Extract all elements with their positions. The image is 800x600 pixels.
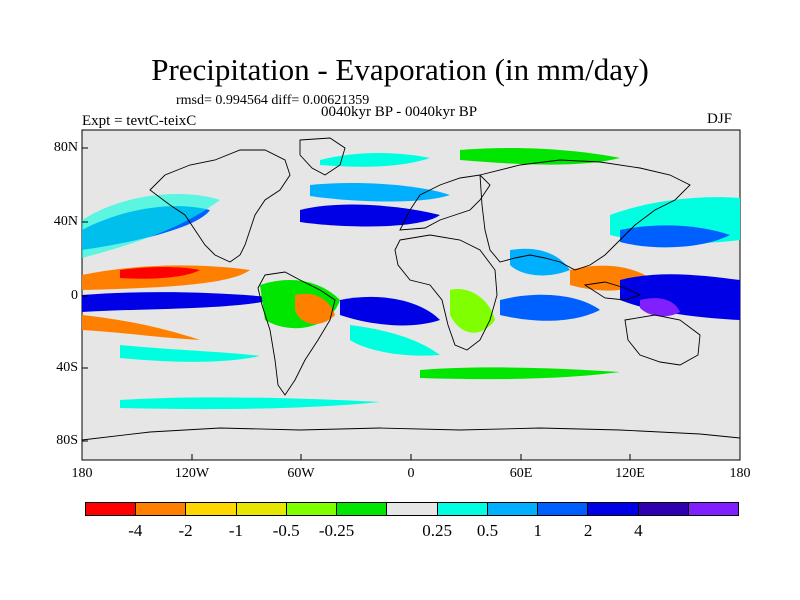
colorbar-cell — [337, 503, 388, 515]
field-south-atlantic-blue — [340, 296, 440, 326]
field-equatorial-pacific-blue — [82, 292, 280, 312]
field-south-america-orange — [295, 293, 335, 325]
lat-label-80s: 80S — [56, 433, 78, 448]
colorbar-label: -1 — [228, 521, 243, 540]
colorbar-cell — [688, 503, 739, 515]
colorbar-cell — [437, 503, 488, 515]
lon-label-0: 0 — [407, 466, 415, 481]
field-north-atlantic-cyan — [310, 183, 450, 202]
lat-label-40s: 40S — [56, 360, 78, 375]
colorbar-label: 4 — [634, 521, 643, 540]
season-label: DJF — [707, 111, 733, 127]
lat-label-0: 0 — [71, 288, 78, 303]
coastline-africa — [394, 234, 498, 351]
colorbar-label: -0.5 — [272, 521, 300, 540]
lon-label-120e: 120E — [615, 466, 645, 481]
field-west-pacific-violet — [640, 298, 680, 317]
colorbar-label: 1 — [533, 521, 543, 540]
coastline-greenland — [299, 137, 346, 176]
field-south-pacific-cyan — [120, 345, 260, 362]
colorbar-cell — [487, 503, 539, 515]
colorbar-cell — [186, 503, 237, 515]
coastline-south-america — [257, 271, 336, 396]
field-south-atlantic-cyan — [350, 325, 440, 356]
lon-label-120w: 120W — [174, 466, 210, 481]
lat-label-80n: 80N — [53, 140, 78, 155]
coastline-asia — [479, 159, 691, 271]
colorbar-label: 0.25 — [422, 521, 453, 540]
experiment-label: Expt = tevtC-teixC — [82, 113, 197, 129]
coastline-europe — [399, 174, 491, 231]
colorbar-cell — [286, 503, 338, 515]
colorbar-label: 0.5 — [476, 521, 499, 540]
field-arctic-cyan — [320, 153, 430, 167]
field-southern-ocean-green — [420, 367, 620, 380]
field-africa-green — [450, 289, 495, 333]
field-itcz-pacific-red — [120, 267, 200, 279]
colorbar-label: 2 — [583, 521, 593, 540]
lon-label-60e: 60E — [509, 466, 533, 481]
coastlines-layer — [81, 137, 741, 441]
colorbar-label: -4 — [128, 521, 143, 540]
pe-field-layer — [82, 147, 740, 410]
lat-label-40n: 40N — [53, 214, 78, 229]
coastline-indonesia — [583, 281, 642, 301]
coastline-australia — [624, 314, 701, 366]
colorbar-cell — [588, 503, 639, 515]
colorbar — [85, 502, 739, 516]
colorbar-label: -2 — [178, 521, 193, 540]
field-south-pacific-orange — [82, 315, 200, 340]
coastline-north-america — [149, 149, 291, 263]
colorbar-cell — [638, 503, 689, 515]
coastline-antarctica — [81, 427, 741, 441]
stats-text: rmsd= 0.994564 diff= 0.00621359 — [176, 93, 370, 108]
field-north-west-pacific-blue — [620, 225, 730, 248]
colorbar-cell — [538, 503, 589, 515]
colorbar-cell — [86, 503, 137, 515]
lon-label-180w: 180 — [71, 466, 93, 481]
colorbar-cell — [236, 503, 287, 515]
colorbar-label: -0.25 — [318, 521, 355, 540]
period-text: 0040kyr BP - 0040kyr BP — [321, 104, 478, 120]
lon-label-180e: 180 — [729, 466, 751, 481]
tick-marks — [81, 147, 741, 460]
lon-label-60w: 60W — [287, 466, 315, 481]
colorbar-cell — [387, 503, 438, 515]
field-eurasia-green — [460, 147, 620, 165]
field-indian-ocean-cyan — [510, 248, 570, 276]
colorbar-cell — [136, 503, 187, 515]
field-north-pacific-cyan — [82, 194, 220, 258]
field-southern-ocean-cyan — [120, 397, 380, 410]
figure-title: Precipitation - Evaporation (in mm/day) — [151, 52, 649, 87]
field-indian-ocean-blue — [500, 294, 600, 321]
